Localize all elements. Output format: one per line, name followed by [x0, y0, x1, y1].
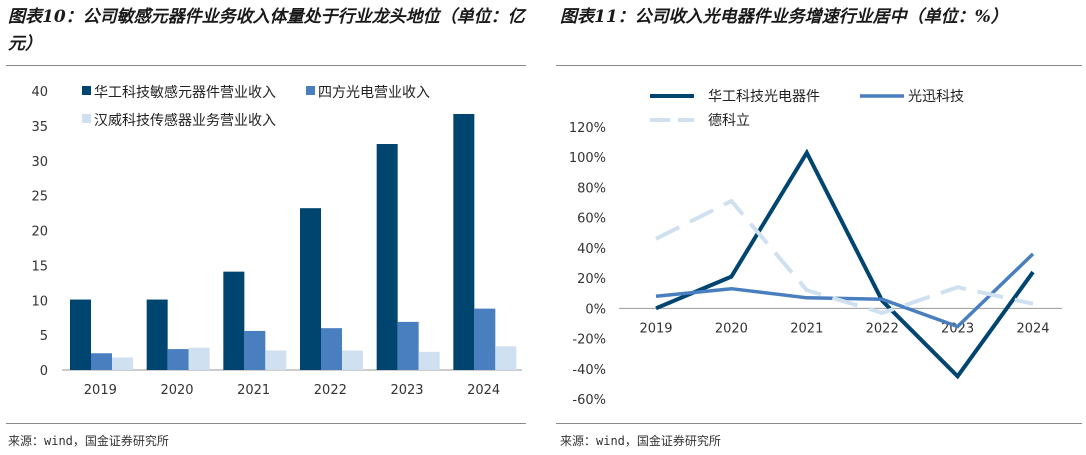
y-tick-label: 0 — [40, 364, 48, 379]
left-top-rule — [6, 65, 526, 66]
y-tick-label: 20 — [31, 225, 48, 240]
bar-1-2020 — [146, 299, 168, 370]
series-line-1 — [655, 148, 1035, 380]
x-tick-label: 2022 — [866, 321, 899, 336]
legend-swatch-2 — [306, 86, 315, 95]
y-tick-label: 0% — [585, 302, 606, 317]
series-line-2 — [655, 252, 1035, 329]
legend-label-3: 汉威科技传感器业务营业收入 — [94, 112, 276, 129]
bar-2-2024 — [474, 308, 496, 370]
y-tick-label: 30 — [31, 155, 48, 170]
bar-2-2020 — [167, 349, 189, 370]
bar-2-2019 — [91, 353, 112, 370]
left-bottom-rule — [6, 423, 526, 424]
y-tick-label: 20% — [577, 272, 606, 287]
x-tick-label: 2021 — [790, 321, 823, 336]
bar-1-2019 — [70, 299, 91, 370]
x-tick-label: 2021 — [237, 383, 270, 398]
right-bottom-rule — [556, 423, 1082, 424]
left-chart-title: 图表10：公司敏感元器件业务收入体量处于行业龙头地位（单位：亿元） — [8, 7, 525, 54]
x-tick-label: 2020 — [160, 383, 193, 398]
bar-2-2023 — [397, 321, 419, 370]
y-tick-label: 80% — [577, 181, 606, 196]
y-tick-label: 120% — [569, 121, 606, 136]
y-tick-label: 60% — [577, 212, 606, 227]
bar-3-2022 — [342, 350, 363, 370]
bar-3-2021 — [265, 350, 287, 370]
y-tick-label: 15 — [31, 259, 48, 274]
x-tick-label: 2019 — [84, 383, 117, 398]
y-tick-label: -60% — [572, 393, 606, 408]
bar-1-2022 — [300, 208, 321, 370]
x-tick-label: 2024 — [467, 383, 500, 398]
series-line-3 — [655, 198, 1034, 316]
y-tick-label: 40 — [31, 85, 48, 100]
bar-2-2021 — [244, 330, 266, 370]
bar-1-2024 — [453, 114, 475, 370]
x-tick-label: 2019 — [639, 321, 672, 336]
legend-label-2: 光迅科技 — [908, 89, 964, 105]
legend-swatch-3 — [82, 114, 91, 123]
y-tick-label: 5 — [40, 329, 48, 344]
bar-1-2023 — [376, 144, 398, 370]
right-source-note: 来源：wind，国金证券研究所 — [560, 434, 721, 448]
bar-3-2020 — [188, 347, 210, 370]
left-source-note: 来源：wind，国金证券研究所 — [8, 434, 169, 448]
y-tick-label: 25 — [31, 190, 48, 205]
bar-3-2024 — [495, 346, 517, 370]
bar-3-2019 — [112, 357, 133, 370]
y-tick-label: 35 — [31, 120, 48, 135]
y-tick-label: -20% — [572, 333, 606, 348]
right-top-rule — [556, 65, 1082, 66]
y-tick-label: 40% — [577, 242, 606, 257]
legend-swatch-1 — [82, 86, 91, 95]
legend-label-3: 德科立 — [708, 113, 750, 129]
legend-label-1: 华工科技敏感元器件营业收入 — [94, 84, 276, 101]
x-tick-label: 2024 — [1016, 321, 1049, 336]
y-tick-label: 100% — [569, 151, 606, 166]
left-bar-chart: 0 5 10 15 20 25 30 35 40 2019 2020 2021 2022 2023 2024… — [31, 84, 522, 398]
bar-3-2023 — [418, 351, 440, 370]
right-chart-title: 图表11：公司收入光电器件业务增速行业居中（单位：%） — [560, 7, 1008, 27]
legend-label-1: 华工科技光电器件 — [708, 89, 820, 105]
bar-1-2021 — [223, 271, 245, 370]
y-tick-label: -40% — [572, 363, 606, 378]
x-tick-label: 2022 — [314, 383, 347, 398]
legend-label-2: 四方光电营业收入 — [318, 85, 430, 101]
x-tick-label: 2023 — [390, 383, 423, 398]
x-tick-label: 2020 — [715, 321, 748, 336]
bar-2-2022 — [321, 328, 342, 370]
y-tick-label: 10 — [31, 294, 48, 309]
